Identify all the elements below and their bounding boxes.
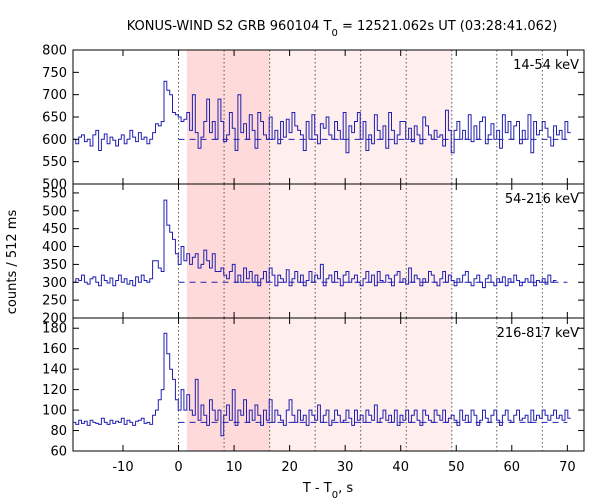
shaded-region-2 (269, 318, 452, 451)
x-axis-label-subscript: 0 (332, 490, 338, 500)
chart-title-subscript: 0 (331, 28, 337, 39)
panel-frame (72, 317, 585, 452)
panel-3: 60 80 100 120 140 160 180 216-817 keV (42, 317, 585, 460)
light-curve-2 (73, 199, 557, 289)
panel-1: 500 550 600 650 700 750 800 14-54 keV (42, 44, 585, 193)
energy-band-label: 14-54 keV (513, 58, 579, 73)
y-tick-label: 350 (42, 258, 67, 273)
y-tick-label: 750 (42, 66, 67, 81)
y-tick-label: 700 (42, 88, 67, 103)
y-tick-label: 600 (42, 133, 67, 148)
y-tick-label: 60 (50, 445, 67, 460)
light-curve-3 (73, 332, 571, 437)
x-tick-label: 10 (226, 460, 243, 475)
y-tick-label: 160 (42, 342, 67, 357)
shaded-region-2 (269, 184, 452, 318)
chart-title-suffix: = 12521.062s UT (03:28:41.062) (338, 19, 557, 34)
y-tick-label: 500 (42, 204, 67, 219)
y-tick-label: 180 (42, 322, 67, 337)
y-axis-label: counts / 512 ms (5, 210, 20, 315)
y-tick-label: 200 (42, 312, 67, 327)
y-tick-label: 100 (42, 404, 67, 419)
x-tick-label: 0 (174, 460, 182, 475)
chart-title: KONUS-WIND S2 GRB 960104 T0 = 12521.062s… (127, 19, 558, 39)
x-tick-label: 20 (281, 460, 298, 475)
shaded-region-1 (186, 318, 270, 451)
y-tick-label: 400 (42, 240, 67, 255)
x-tick-label: 60 (504, 460, 521, 475)
x-axis-label-prefix: T - T (302, 481, 332, 496)
energy-band-label: 54-216 keV (505, 192, 579, 207)
x-tick-label: 30 (337, 460, 354, 475)
y-tick-label: 80 (50, 424, 67, 439)
energy-band-label: 216-817 keV (497, 326, 580, 341)
shaded-region-1 (186, 50, 270, 184)
y-tick-label: 140 (42, 363, 67, 378)
chart-title-prefix: KONUS-WIND S2 GRB 960104 T (127, 19, 332, 34)
y-tick-label: 120 (42, 383, 67, 398)
x-tick-label: 50 (448, 460, 465, 475)
shaded-region-1 (186, 184, 270, 318)
y-tick-label: 650 (42, 111, 67, 126)
x-tick-label: 40 (392, 460, 409, 475)
x-tick-label: 70 (559, 460, 576, 475)
x-axis-label: T - T0, s (302, 481, 353, 500)
panel-2: 200 250 300 350 400 450 500 550 54-216 keV (42, 183, 585, 327)
x-tick-label: -10 (112, 460, 133, 475)
y-tick-label: 550 (42, 155, 67, 170)
shaded-region-2 (269, 50, 452, 184)
y-tick-label: 450 (42, 222, 67, 237)
y-tick-label: 550 (42, 186, 67, 201)
y-tick-label: 250 (42, 294, 67, 309)
y-tick-label: 800 (42, 44, 67, 59)
y-tick-label: 500 (42, 178, 67, 193)
x-axis-label-suffix: , s (338, 481, 353, 496)
light-curve-1 (73, 80, 571, 154)
y-tick-label: 300 (42, 276, 67, 291)
